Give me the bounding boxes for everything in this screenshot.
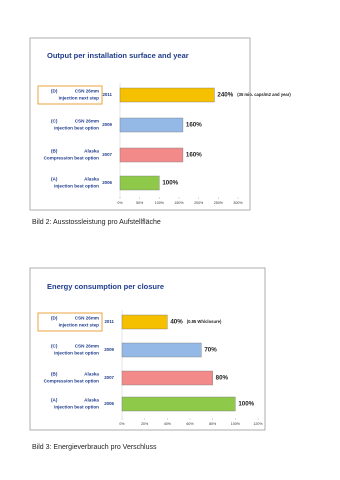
x-tick-label: 0% xyxy=(117,201,123,205)
annotation: (35 mio. caps/m2 and year) xyxy=(237,92,291,97)
category-note: Injection best option xyxy=(54,405,99,410)
x-tick-label: 20% xyxy=(141,422,149,426)
category-name: Alaska xyxy=(84,398,99,403)
value-label: 80% xyxy=(216,375,229,382)
x-tick-label: 40% xyxy=(164,422,172,426)
bar xyxy=(121,370,213,386)
category-letter: (D) xyxy=(51,316,58,321)
y-tick-label: 2007 xyxy=(102,152,112,157)
category-note: Injection next step xyxy=(59,323,100,328)
bar xyxy=(121,396,236,412)
x-tick-label: 0% xyxy=(119,422,125,426)
x-tick-label: 100% xyxy=(231,422,241,426)
x-tick-label: 250% xyxy=(214,201,224,205)
x-tick-label: 80% xyxy=(209,422,217,426)
x-tick-label: 150% xyxy=(174,201,184,205)
x-tick-label: 120% xyxy=(253,422,263,426)
category-name: Alaska xyxy=(84,149,99,154)
category-letter: (A) xyxy=(51,177,58,182)
category-note: Injection best option xyxy=(54,126,99,131)
category-box xyxy=(38,116,102,134)
value-label: 160% xyxy=(186,152,202,159)
category-name: CSN 26mm xyxy=(75,344,99,349)
chart-title: Output per installation surface and year xyxy=(47,51,189,60)
category-letter: (B) xyxy=(51,149,58,154)
value-label: 100% xyxy=(162,180,178,187)
x-tick-label: 50% xyxy=(136,201,144,205)
category-name: Alaska xyxy=(84,372,99,377)
y-tick-label: 2006 xyxy=(104,401,114,406)
caption: Bild 3: Energieverbrauch pro Verschluss xyxy=(32,444,157,451)
category-box xyxy=(38,395,102,413)
bar xyxy=(119,117,184,133)
bar xyxy=(119,147,184,163)
category-box xyxy=(38,341,102,359)
bar xyxy=(121,342,202,358)
category-note: Compression best option xyxy=(44,156,100,161)
category-box xyxy=(38,174,102,192)
category-note: Injection next step xyxy=(59,96,100,101)
category-name: CSN 26mm xyxy=(75,89,99,94)
value-label: 160% xyxy=(186,122,202,129)
category-box xyxy=(37,85,103,105)
category-box xyxy=(37,312,103,332)
value-label: 40% xyxy=(170,319,183,326)
category-note: Compression best option xyxy=(44,379,100,384)
category-note: Injection best option xyxy=(54,184,99,189)
y-tick-label: 2009 xyxy=(102,122,112,127)
category-letter: (C) xyxy=(51,119,58,124)
y-tick-label: 2011 xyxy=(104,319,114,324)
x-tick-label: 200% xyxy=(194,201,204,205)
value-label: 100% xyxy=(238,401,254,408)
category-box xyxy=(38,369,102,387)
category-letter: (A) xyxy=(51,398,58,403)
caption: Bild 2: Ausstossleistung pro Aufstellflä… xyxy=(32,219,161,226)
category-box xyxy=(38,146,102,164)
category-name: Alaska xyxy=(84,177,99,182)
x-tick-label: 100% xyxy=(155,201,165,205)
bar xyxy=(119,175,160,191)
y-tick-label: 2011 xyxy=(102,92,112,97)
x-tick-label: 300% xyxy=(233,201,243,205)
category-letter: (C) xyxy=(51,344,58,349)
category-note: Injection best option xyxy=(54,351,99,356)
category-name: CSN 26mm xyxy=(75,316,99,321)
x-tick-label: 60% xyxy=(186,422,194,426)
category-name: CSN 26mm xyxy=(75,119,99,124)
value-label: 70% xyxy=(204,347,217,354)
bar xyxy=(119,87,215,103)
chart-title: Energy consumption per closure xyxy=(47,282,164,291)
category-letter: (B) xyxy=(51,372,58,377)
value-label: 240% xyxy=(217,92,233,99)
bar xyxy=(121,314,168,330)
y-tick-label: 2009 xyxy=(104,347,114,352)
category-letter: (D) xyxy=(51,89,58,94)
y-tick-label: 2006 xyxy=(102,180,112,185)
annotation: (0.85 Wh/closure) xyxy=(187,319,222,324)
y-tick-label: 2007 xyxy=(104,375,114,380)
